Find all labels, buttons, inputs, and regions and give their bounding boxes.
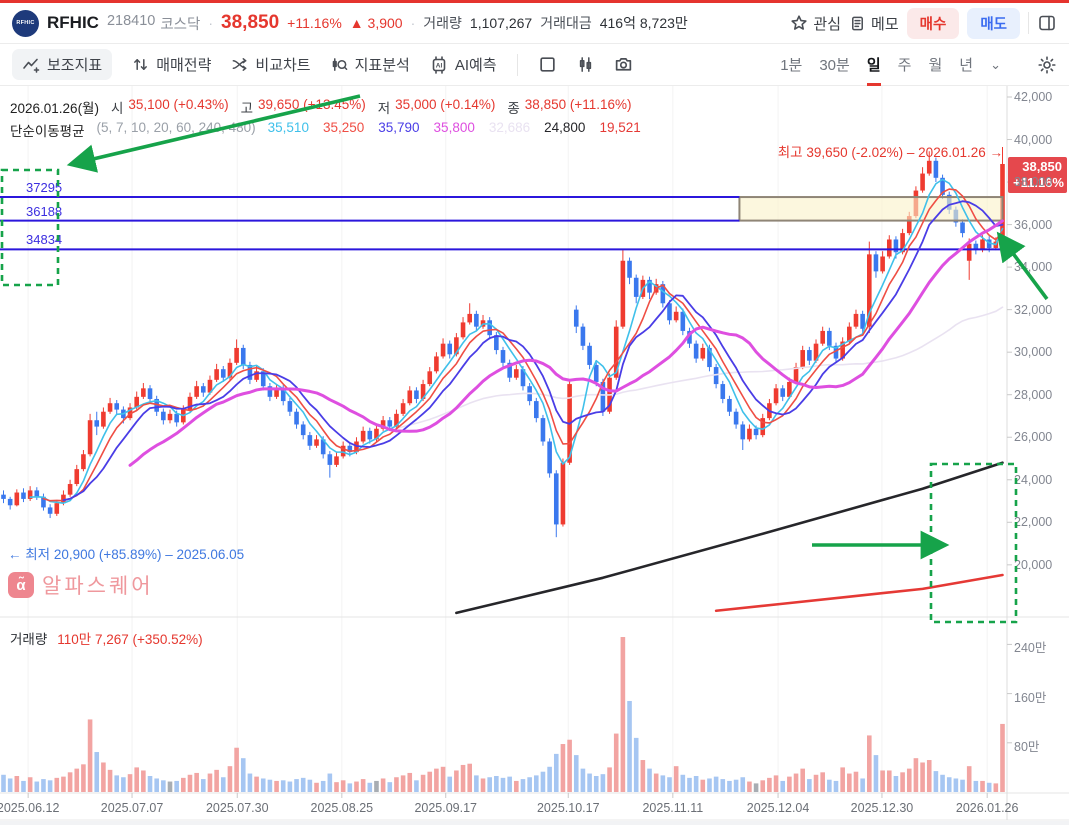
screenshot-button[interactable] <box>614 55 633 74</box>
stock-header: RFHIC RFHIC 218410 코스닥 · 38,850 +11.16% … <box>0 3 1069 44</box>
square-icon <box>539 57 555 72</box>
gear-icon <box>1038 55 1056 74</box>
stock-code-market: 218410 코스닥 <box>107 13 200 34</box>
watchlist-button[interactable]: 관심 <box>790 13 841 34</box>
star-icon <box>791 15 808 30</box>
candlestick-icon <box>579 57 591 72</box>
memo-button[interactable]: 메모 <box>849 13 899 34</box>
chart-toolbar: 보조지표 매매전략 비교차트 지표분석 AI <box>0 44 1069 86</box>
indicator-icon <box>23 58 40 73</box>
sell-button[interactable]: 매도 <box>967 7 1020 39</box>
volume-value: 1,107,267 <box>469 15 533 31</box>
stock-logo: RFHIC <box>12 9 39 37</box>
chart-settings-button[interactable] <box>1037 55 1057 75</box>
chevron-down-icon[interactable]: ⌄ <box>990 56 1001 72</box>
timeframe-month[interactable]: 월 <box>928 57 943 74</box>
strategy-button[interactable]: 매매전략 <box>132 54 211 75</box>
timeframe-1min[interactable]: 1분 <box>780 57 803 74</box>
trade-value-value: 416억 8,723만 <box>599 15 688 31</box>
trade-value-label: 거래대금 <box>540 15 592 31</box>
stock-name: RFHIC <box>47 13 99 32</box>
analysis-icon <box>332 58 347 71</box>
indicator-analysis-button[interactable]: 지표분석 <box>331 54 410 75</box>
timeframe-day[interactable]: 일 <box>866 54 881 86</box>
compare-chart-button[interactable]: 비교차트 <box>231 54 311 75</box>
strategy-icon <box>134 59 148 70</box>
separator-dot: · <box>410 15 416 31</box>
ai-predict-icon: AI <box>432 55 446 74</box>
buy-button[interactable]: 매수 <box>906 7 960 39</box>
split-panel-icon <box>1039 15 1055 31</box>
stock-market: 코스닥 <box>160 16 201 33</box>
memo-icon <box>852 16 863 30</box>
divider <box>516 53 518 76</box>
drawing-tool-button[interactable] <box>538 55 557 74</box>
divider <box>1028 12 1029 34</box>
timeframe-selector: 1분 30분 일 주 월 년 ⌄ <box>780 54 1001 86</box>
compare-icon <box>233 58 247 71</box>
volume-label: 거래량 <box>423 15 462 31</box>
change-percent: +11.16% <box>287 15 342 31</box>
camera-icon <box>615 58 631 71</box>
svg-text:AI: AI <box>436 62 443 69</box>
top-accent-strip <box>0 0 1069 3</box>
side-panel-toggle[interactable] <box>1037 13 1057 33</box>
timeframe-week[interactable]: 주 <box>897 57 912 74</box>
up-arrow-icon: ▲ <box>349 15 364 31</box>
stock-code: 218410 <box>106 12 156 29</box>
timeframe-year[interactable]: 년 <box>959 57 974 74</box>
candle-style-button[interactable] <box>577 56 594 73</box>
separator-dot: · <box>208 15 214 31</box>
change-amount: ▲ 3,900 <box>349 15 403 31</box>
indicator-button[interactable]: 보조지표 <box>12 49 113 80</box>
timeframe-30min[interactable]: 30분 <box>819 57 850 74</box>
ai-predict-button[interactable]: AI AI예측 <box>430 54 497 75</box>
current-price: 38,850 <box>221 12 280 33</box>
